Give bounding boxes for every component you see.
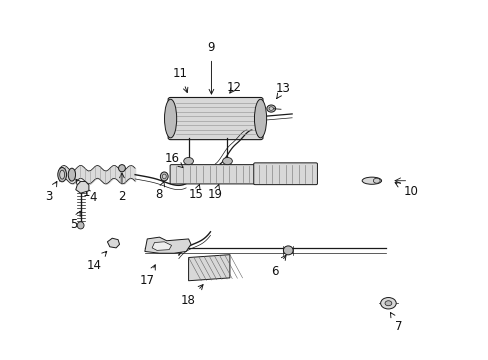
Polygon shape [144,237,191,253]
Ellipse shape [254,99,266,138]
Text: 15: 15 [188,184,203,201]
Text: 11: 11 [172,67,187,93]
Text: 4: 4 [85,189,96,204]
Circle shape [222,157,232,165]
Text: 13: 13 [275,82,290,98]
Text: 9: 9 [207,41,215,94]
FancyBboxPatch shape [170,165,255,184]
Circle shape [384,301,391,306]
Circle shape [380,297,395,309]
Ellipse shape [58,167,66,182]
Text: 3: 3 [45,181,57,203]
Text: 1: 1 [76,179,90,199]
Text: 17: 17 [140,265,155,287]
Text: 7: 7 [389,312,402,333]
Ellipse shape [268,107,273,111]
Polygon shape [188,255,229,281]
Text: 6: 6 [270,255,285,278]
Polygon shape [152,242,171,250]
Text: 2: 2 [118,173,125,203]
Circle shape [183,157,193,165]
Ellipse shape [77,222,84,229]
Text: 18: 18 [181,285,203,307]
Ellipse shape [164,99,176,138]
Ellipse shape [162,174,166,179]
Text: 10: 10 [394,183,417,198]
Polygon shape [76,181,89,193]
Ellipse shape [266,105,275,112]
Polygon shape [107,238,119,248]
Text: 12: 12 [226,81,241,94]
Circle shape [372,178,379,183]
Text: 5: 5 [69,211,80,231]
Text: 14: 14 [86,251,106,271]
Text: 8: 8 [155,181,164,201]
Ellipse shape [60,170,64,179]
Text: 19: 19 [207,184,223,201]
Ellipse shape [362,177,381,184]
Ellipse shape [118,165,125,172]
Ellipse shape [283,246,292,255]
FancyBboxPatch shape [253,163,317,185]
FancyBboxPatch shape [168,98,263,140]
Ellipse shape [160,172,168,181]
Text: 16: 16 [165,152,183,168]
Ellipse shape [68,168,75,181]
